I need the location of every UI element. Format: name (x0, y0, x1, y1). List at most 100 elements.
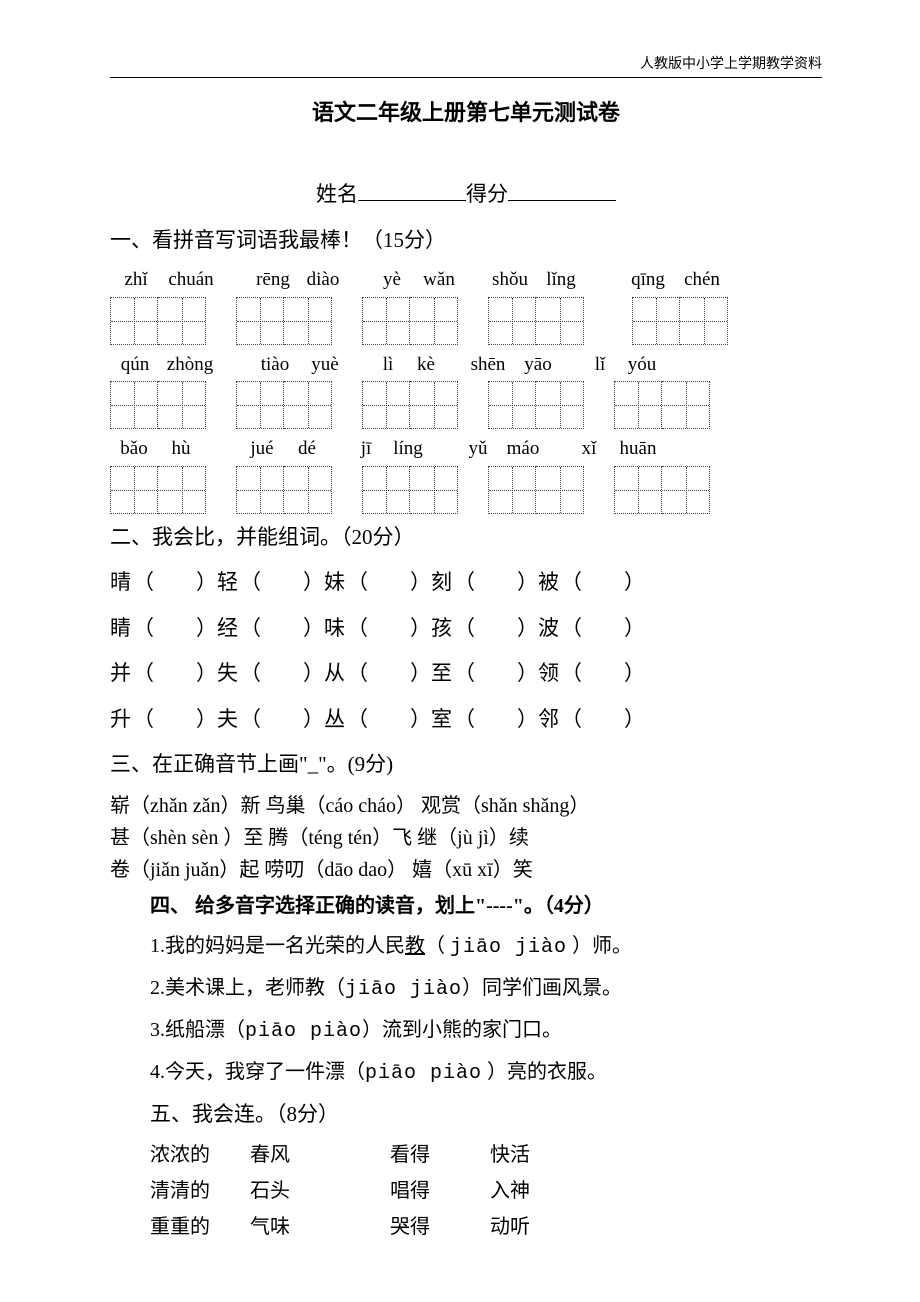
q3-line: 崭（zhǎn zǎn）新 鸟巢（cáo cháo） 观赏（shǎn shǎng） (110, 791, 822, 821)
q5-cell: 石头 (250, 1176, 390, 1206)
pinyin-word: zhòng (160, 351, 220, 380)
gap (220, 266, 248, 295)
gap (446, 351, 462, 380)
box-group (236, 466, 332, 514)
tianzi-box[interactable] (284, 297, 332, 345)
tianzi-box[interactable] (662, 381, 710, 429)
tianzi-box[interactable] (410, 381, 458, 429)
name-blank[interactable] (358, 180, 466, 201)
q4-line: 1.我的妈妈是一名光荣的人民教（ jiāo jiào ）师。 (150, 931, 822, 963)
pinyin-word: lǐng (536, 266, 586, 295)
pinyin-word: máo (498, 435, 548, 464)
pinyin-word: yuè (300, 351, 350, 380)
pinyin-word: shǒu (484, 266, 536, 295)
tianzi-box[interactable] (158, 466, 206, 514)
tianzi-box[interactable] (410, 297, 458, 345)
pinyin-word: xǐ (568, 435, 610, 464)
name-score-row: 姓名 得分 (110, 179, 822, 211)
tianzi-box[interactable] (536, 381, 584, 429)
tianzi-box[interactable] (284, 381, 332, 429)
tianzi-box[interactable] (236, 381, 284, 429)
q3-line: 卷（jiǎn juǎn）起 唠叨（dāo dao） 嬉（xū xī）笑 (110, 855, 822, 885)
pinyin-word: yóu (618, 351, 666, 380)
header-right-text: 人教版中小学上学期教学资料 (640, 54, 822, 75)
box-group (614, 466, 710, 514)
pinyin-word: qún (110, 351, 160, 380)
tianzi-box[interactable] (236, 466, 284, 514)
q4-line: 3.纸船漂（piāo piào）流到小熊的家门口。 (150, 1015, 822, 1047)
pinyin-word: lì (370, 351, 406, 380)
tianzi-box[interactable] (110, 466, 158, 514)
q5-heading: 五、我会连。（8分） (150, 1099, 822, 1131)
tianzi-box[interactable] (536, 466, 584, 514)
tianzi-box[interactable] (662, 466, 710, 514)
tianzi-box[interactable] (614, 466, 662, 514)
pinyin-word: yāo (514, 351, 562, 380)
box-group (236, 297, 332, 345)
q4-line: 2.美术课上，老师教（jiāo jiào）同学们画风景。 (150, 973, 822, 1005)
gap (548, 435, 568, 464)
tianzi-box[interactable] (680, 297, 728, 345)
tianzi-box[interactable] (362, 297, 410, 345)
header-rule: 人教版中小学上学期教学资料 (110, 60, 822, 78)
gap (350, 351, 370, 380)
box-group (362, 381, 458, 429)
tianzi-box[interactable] (488, 381, 536, 429)
q5-cell: 春风 (250, 1140, 390, 1170)
q4-heading: 四、 给多音字选择正确的读音，划上"----"。（4分） (150, 891, 822, 921)
tianzi-box[interactable] (536, 297, 584, 345)
q5-row: 重重的气味哭得动听 (150, 1212, 822, 1242)
pinyin-word: hù (158, 435, 204, 464)
tianzi-box[interactable] (632, 297, 680, 345)
score-blank[interactable] (508, 180, 616, 201)
pinyin-word: zhǐ (110, 266, 162, 295)
box-row (110, 466, 822, 514)
q2-line: 晴（ ）轻（ ）妹（ ）刻（ ）被（ ） (110, 567, 822, 599)
pinyin-word: qīng (622, 266, 674, 295)
score-label: 得分 (466, 182, 508, 206)
gap (204, 435, 238, 464)
pinyin-word: diào (298, 266, 348, 295)
gap (464, 266, 484, 295)
tianzi-box[interactable] (158, 381, 206, 429)
tianzi-box[interactable] (410, 466, 458, 514)
q5-cell: 浓浓的 (150, 1140, 250, 1170)
pinyin-word: líng (384, 435, 432, 464)
q2-line: 并（ ）失（ ）从（ ）至（ ）领（ ） (110, 658, 822, 690)
tianzi-box[interactable] (614, 381, 662, 429)
q4-line: 4.今天，我穿了一件漂（piāo piào ）亮的衣服。 (150, 1057, 822, 1089)
pinyin-word: jī (348, 435, 384, 464)
tianzi-box[interactable] (110, 297, 158, 345)
gap (328, 435, 348, 464)
box-group (110, 297, 206, 345)
tianzi-box[interactable] (284, 466, 332, 514)
q1-container: zhǐchuánrēngdiàoyèwǎnshǒulǐngqīngchénqún… (110, 266, 822, 514)
q5-row: 浓浓的春风看得快活 (150, 1140, 822, 1170)
q5-row: 清清的石头唱得入神 (150, 1176, 822, 1206)
tianzi-box[interactable] (488, 466, 536, 514)
box-row (110, 381, 822, 429)
page-title: 语文二年级上册第七单元测试卷 (110, 96, 822, 129)
q4-container: 1.我的妈妈是一名光荣的人民教（ jiāo jiào ）师。 2.美术课上，老师教… (150, 931, 822, 1089)
q2-heading: 二、我会比，并能组词。（20分） (110, 522, 822, 554)
tianzi-box[interactable] (110, 381, 158, 429)
pinyin-word: yè (370, 266, 414, 295)
tianzi-box[interactable] (488, 297, 536, 345)
tianzi-box[interactable] (362, 466, 410, 514)
q5-cell: 清清的 (150, 1176, 250, 1206)
q5-cell: 动听 (490, 1212, 570, 1242)
gap (432, 435, 458, 464)
q5-cell: 重重的 (150, 1212, 250, 1242)
tianzi-box[interactable] (362, 381, 410, 429)
q1-heading: 一、看拼音写词语我最棒！（15分） (110, 225, 822, 257)
box-group (110, 466, 206, 514)
name-label: 姓名 (316, 182, 358, 206)
pinyin-word: yǔ (458, 435, 498, 464)
pinyin-word: kè (406, 351, 446, 380)
box-group (236, 381, 332, 429)
tianzi-box[interactable] (236, 297, 284, 345)
pinyin-word: chuán (162, 266, 220, 295)
box-group (362, 466, 458, 514)
tianzi-box[interactable] (158, 297, 206, 345)
q5-cell: 快活 (490, 1140, 570, 1170)
